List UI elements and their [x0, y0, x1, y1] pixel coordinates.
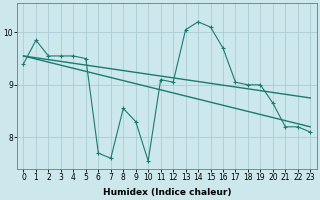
X-axis label: Humidex (Indice chaleur): Humidex (Indice chaleur) [103, 188, 231, 197]
